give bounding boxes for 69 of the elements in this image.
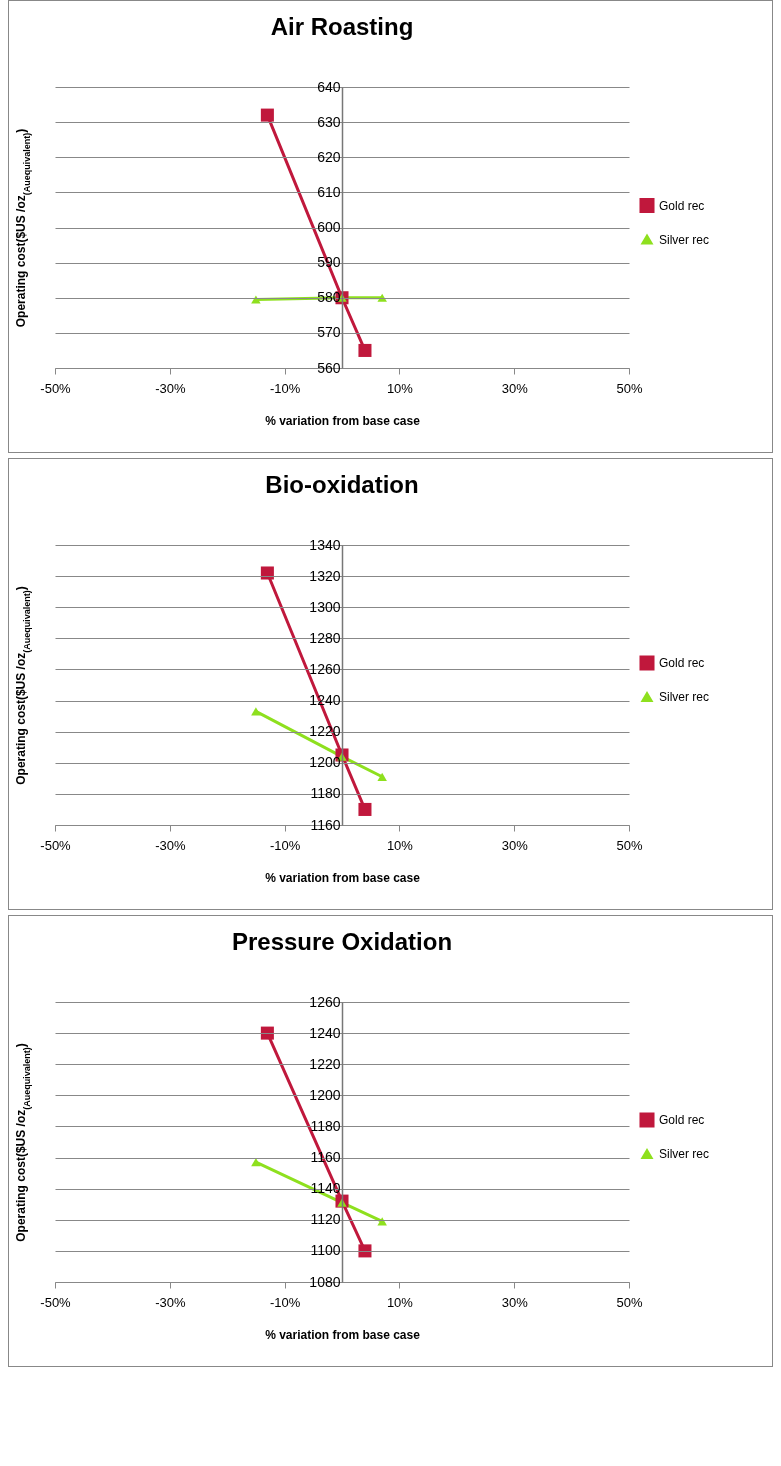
- y-tick-label: 610: [317, 183, 341, 200]
- x-tick-label: 10%: [386, 380, 414, 396]
- y-tick-label: 1220: [309, 723, 341, 740]
- y-tick-label: 580: [317, 289, 341, 306]
- x-tick-label: -50%: [40, 1294, 72, 1310]
- x-tick-label: -30%: [155, 380, 186, 396]
- y-tick-label: 1260: [309, 993, 341, 1010]
- chart-title: Air Roasting: [270, 13, 414, 40]
- point: [260, 1026, 274, 1040]
- x-tick-label: 50%: [616, 380, 643, 396]
- point: [358, 802, 372, 816]
- x-tick-label: 30%: [501, 1294, 529, 1310]
- y-tick-label: 1180: [310, 785, 341, 802]
- point: [260, 108, 274, 122]
- y-tick-label: 640: [317, 78, 341, 95]
- y-tick-label: 570: [317, 324, 341, 341]
- x-tick-label: 50%: [616, 837, 643, 853]
- point: [251, 1158, 261, 1167]
- x-tick-label: 10%: [386, 1294, 414, 1310]
- x-axis-title: % variation from base case: [265, 870, 421, 885]
- x-tick-label: -50%: [40, 380, 72, 396]
- legend-label: Silver rec: [659, 690, 710, 704]
- y-tick-label: 1240: [309, 692, 341, 709]
- y-tick-label: 630: [317, 113, 341, 130]
- x-tick-label: 10%: [386, 837, 414, 853]
- legend-label: Silver rec: [659, 232, 710, 247]
- point: [251, 707, 261, 716]
- point: [358, 343, 372, 357]
- x-tick-label: 30%: [501, 380, 529, 396]
- y-tick-label: 1140: [310, 1180, 341, 1197]
- x-tick-label: -30%: [155, 837, 186, 853]
- point: [251, 295, 261, 304]
- y-tick-label: 1200: [309, 1086, 341, 1103]
- point: [377, 772, 387, 781]
- x-axis-title: % variation from base case: [265, 1327, 421, 1342]
- x-tick-label: -10%: [269, 380, 301, 396]
- chart-title: Pressure Oxidation: [231, 928, 453, 955]
- x-tick-label: 50%: [616, 1294, 643, 1310]
- y-tick-label: 560: [317, 359, 341, 376]
- x-tick-label: -10%: [269, 837, 301, 853]
- y-tick-label: 1300: [309, 598, 341, 615]
- x-tick-label: -10%: [269, 1294, 301, 1310]
- x-tick-label: -50%: [40, 837, 72, 853]
- point: [358, 1244, 372, 1258]
- chart-title: Bio-oxidation: [265, 471, 419, 498]
- y-tick-label: 620: [317, 148, 341, 165]
- y-tick-label: 1320: [309, 567, 341, 584]
- y-tick-label: 1260: [309, 660, 341, 677]
- y-tick-label: 590: [317, 254, 341, 271]
- x-axis-title: % variation from base case: [265, 413, 421, 428]
- y-tick-label: 1220: [309, 1055, 341, 1072]
- y-tick-label: 1280: [309, 629, 341, 646]
- y-tick-label: 1160: [310, 1149, 341, 1166]
- y-tick-label: 1120: [310, 1211, 341, 1228]
- y-tick-label: 1200: [309, 754, 341, 771]
- legend-label: Gold rec: [659, 656, 705, 670]
- y-tick-label: 1100: [310, 1242, 341, 1259]
- y-tick-label: 600: [317, 219, 341, 235]
- legend-label: Gold rec: [659, 198, 705, 213]
- y-tick-label: 1340: [309, 536, 341, 553]
- y-tick-label: 1180: [310, 1117, 341, 1134]
- y-tick-label: 1080: [309, 1273, 341, 1290]
- y-tick-label: 1240: [309, 1024, 341, 1041]
- x-tick-label: -30%: [155, 1294, 186, 1310]
- legend-label: Silver rec: [659, 1147, 710, 1161]
- x-tick-label: 30%: [501, 837, 529, 853]
- y-tick-label: 1160: [310, 816, 341, 833]
- legend-label: Gold rec: [659, 1113, 705, 1127]
- point: [260, 566, 274, 580]
